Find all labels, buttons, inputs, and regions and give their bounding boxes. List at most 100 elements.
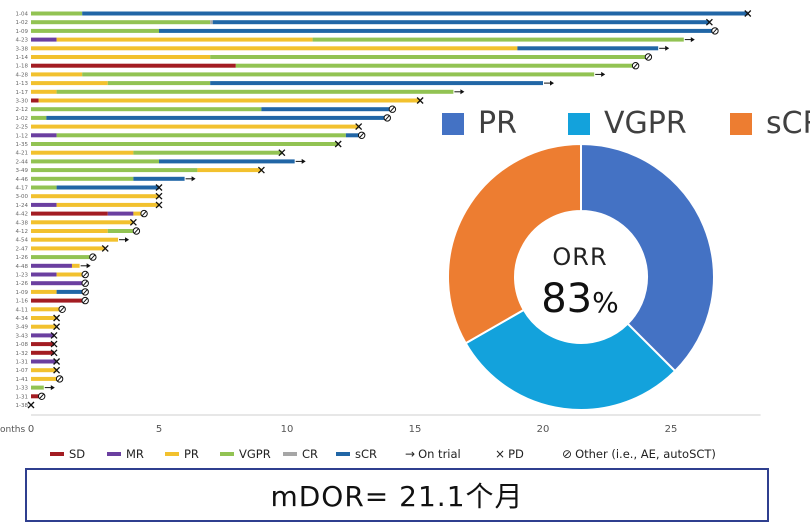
vgpr-swatch [568,112,590,135]
bar-segment-vgpr [31,168,198,173]
other-marker-slash [646,54,651,60]
bar-segment-pr [31,220,134,225]
bar-segment-vgpr [31,142,339,146]
swimmer-plot: 0 5 10 15 20 25 onths 1-04 1-02 1-09 4-23 3-38 1-14 1… [0,10,761,435]
other-marker-slash [82,298,88,304]
patient-id-label: 4-54 [16,238,29,244]
pd-marker [705,18,713,26]
on-trial-arrow [44,385,55,391]
patient-id-label: 2-47 [16,246,29,252]
pd-marker-stroke-b [155,192,163,200]
pd-marker [53,314,61,322]
bar-segment-pr [56,37,313,42]
pd-marker [50,331,58,339]
other-marker [81,296,89,305]
bar-segment-pr [31,307,60,312]
pd-marker [744,10,752,17]
pie-legend: PR VGPR sCR [440,100,810,150]
other-marker-circle [631,61,640,70]
other-marker-circle [81,270,89,279]
other-marker-slash [384,115,390,121]
bar-segment-vgpr [31,28,159,33]
pd-marker [129,218,137,226]
patient-id-label: 4-17 [16,186,29,192]
patient-id-label: 3-00 [16,194,29,200]
bar-segment-vgpr [31,185,57,190]
patient-id-label: 4-46 [16,177,29,183]
other-marker [58,305,66,313]
donut-slice-vgpr [464,308,677,411]
pr-swatch [442,112,464,135]
scr-legend-swatch [336,452,350,456]
on-trial-arrow [295,158,306,164]
bar-segment-vgpr [210,55,646,59]
pd-marker-stroke-b [53,358,61,365]
orr-value: 83% [515,276,645,322]
on-trial-arrow [684,37,695,43]
x-tick-label: 0 [28,424,34,435]
bar-segment-sd [31,98,39,103]
bar-segment-vgpr [107,81,211,86]
pd-marker-stroke-b [416,97,424,104]
patient-id-label: 3-38 [16,46,29,52]
pd-marker [355,123,363,131]
other-marker [357,131,366,140]
pd-marker-stroke-b [50,340,58,348]
pd-marker-stroke-b [257,166,265,174]
pd-marker [50,349,58,357]
scr-swatch [730,112,752,135]
bar-segment-pr [31,229,108,233]
legend-pr: PR [165,447,199,461]
x-axis-label: onths [0,425,25,435]
other-marker [388,105,397,113]
patient-id-label: 1-26 [16,255,29,261]
patient-id-label: 1-31 [16,360,28,366]
patient-id-label: 1-04 [16,12,29,18]
other-marker-slash [359,132,365,138]
bar-segment-pr [31,368,57,373]
other-marker-circle [132,227,141,235]
on-trial-arrow [119,237,130,243]
patient-id-label: 1-23 [16,273,29,279]
patient-id-label: 1-14 [16,55,29,61]
on-trial-arrow [80,263,91,269]
on-trial-arrow [454,89,465,95]
other-marker [711,27,719,35]
other-marker [140,209,148,218]
on-trial-arrow-head [125,237,130,243]
pd-marker-stroke-b [101,244,109,252]
mdor-text: mDOR= 21.1个月 [270,480,524,513]
on-trial-arrow-head [601,71,606,77]
legend-pr-label: PR [184,447,199,461]
bar-segment-mr [31,281,83,286]
bar-segment-scr [82,11,748,16]
patient-id-label: 3-49 [16,325,29,331]
pd-marker [155,201,163,209]
legend-pd-label: PD [508,447,524,461]
bar-segment-scr [261,107,390,112]
bar-segment-sd [31,394,39,399]
legend-vgpr: VGPR [220,447,271,461]
bar-segment-vgpr [31,159,159,164]
other-marker-slash [633,63,638,69]
patient-id-label: 2-25 [16,125,29,131]
cr-swatch [283,452,297,456]
patient-id-label: 1-02 [16,116,28,122]
bar-segment-vgpr [235,63,633,68]
bar-segment-sd [31,211,108,216]
other-marker [81,288,89,296]
bar-segment-vgpr [133,150,282,155]
other-marker-circle [58,305,66,313]
patient-id-label: 4-21 [16,151,28,157]
bar-segment-scr [133,176,185,181]
bar-segment-sd [31,298,83,303]
bar-segment-pr [133,211,142,216]
other-marker-slash [82,271,88,278]
patient-id-label: 4-48 [16,264,29,270]
legend-cr: CR [283,447,318,461]
pd-marker [155,192,163,200]
orr-donut-chart [440,100,810,420]
other-marker-circle [383,114,391,122]
x-tick-label: 25 [665,424,678,435]
pie-legend-scr-label: sCR [766,106,810,141]
